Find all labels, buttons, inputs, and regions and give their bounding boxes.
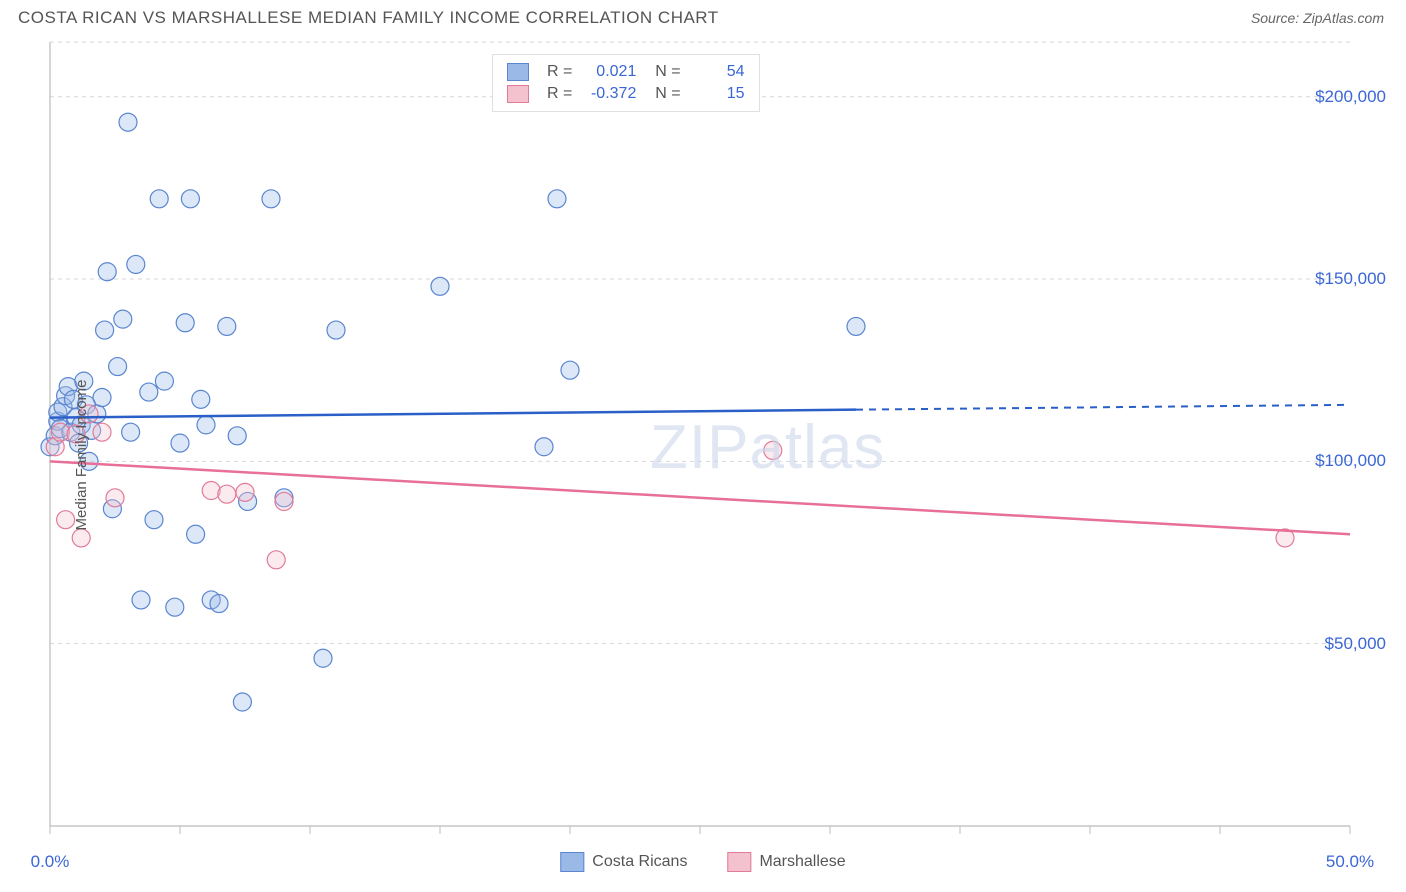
costa_ricans-point <box>140 383 158 401</box>
legend-swatch <box>507 85 529 103</box>
costa_ricans-point <box>132 591 150 609</box>
legend-swatch <box>727 852 751 872</box>
costa_ricans-point <box>327 321 345 339</box>
costa_ricans-point <box>109 358 127 376</box>
costa_ricans-point <box>548 190 566 208</box>
costa_ricans-point <box>145 511 163 529</box>
legend-label: Marshallese <box>759 853 845 870</box>
costa_ricans-point <box>233 693 251 711</box>
y-tick-label: $50,000 <box>1325 634 1386 654</box>
costa_ricans-point <box>166 598 184 616</box>
r-label: R = <box>547 61 572 83</box>
costa_ricans-point <box>561 361 579 379</box>
marshallese-point <box>267 551 285 569</box>
stat-legend-row: R = 0.021 N = 54 <box>507 61 745 83</box>
series-legend: Costa Ricans Marshallese <box>560 852 845 872</box>
n-value: 54 <box>691 61 745 83</box>
costa_ricans-point <box>122 423 140 441</box>
y-axis-label: Median Family Income <box>73 380 90 531</box>
costa_ricans-point <box>181 190 199 208</box>
page-title: COSTA RICAN VS MARSHALLESE MEDIAN FAMILY… <box>18 8 719 28</box>
r-value: 0.021 <box>582 61 636 83</box>
legend-item-costa_ricans: Costa Ricans <box>560 852 687 872</box>
costa_ricans-point <box>150 190 168 208</box>
regression-line-dashed <box>856 405 1350 410</box>
marshallese-point <box>57 511 75 529</box>
r-label: R = <box>547 83 572 105</box>
costa_ricans-point <box>114 310 132 328</box>
costa_ricans-point <box>210 595 228 613</box>
costa_ricans-point <box>127 255 145 273</box>
legend-swatch <box>507 63 529 81</box>
costa_ricans-point <box>192 390 210 408</box>
y-tick-label: $100,000 <box>1315 451 1386 471</box>
y-tick-label: $150,000 <box>1315 269 1386 289</box>
costa_ricans-point <box>119 113 137 131</box>
costa_ricans-point <box>218 317 236 335</box>
stat-legend-row: R = -0.372 N = 15 <box>507 83 745 105</box>
costa_ricans-point <box>187 525 205 543</box>
n-value: 15 <box>691 83 745 105</box>
source-attribution: Source: ZipAtlas.com <box>1251 10 1384 26</box>
n-label: N = <box>646 61 680 83</box>
legend-label: Costa Ricans <box>592 853 687 870</box>
r-value: -0.372 <box>582 83 636 105</box>
costa_ricans-point <box>171 434 189 452</box>
costa_ricans-point <box>96 321 114 339</box>
legend-item-marshallese: Marshallese <box>727 852 845 872</box>
scatter-plot-svg <box>0 32 1406 878</box>
marshallese-point <box>106 489 124 507</box>
legend-swatch <box>560 852 584 872</box>
costa_ricans-point <box>93 389 111 407</box>
regression-line <box>50 410 856 418</box>
costa_ricans-point <box>314 649 332 667</box>
costa_ricans-point <box>847 317 865 335</box>
correlation-legend: R = 0.021 N = 54 R = -0.372 N = 15 <box>492 54 760 112</box>
marshallese-point <box>218 485 236 503</box>
x-tick-label: 50.0% <box>1326 852 1374 872</box>
marshallese-point <box>764 441 782 459</box>
costa_ricans-point <box>98 263 116 281</box>
marshallese-point <box>275 492 293 510</box>
chart-area: Median Family Income ZIPatlas R =0.021 N… <box>0 32 1406 878</box>
y-tick-label: $200,000 <box>1315 87 1386 107</box>
costa_ricans-point <box>155 372 173 390</box>
marshallese-point <box>202 482 220 500</box>
marshallese-point <box>72 529 90 547</box>
costa_ricans-point <box>431 277 449 295</box>
n-label: N = <box>646 83 680 105</box>
costa_ricans-point <box>262 190 280 208</box>
costa_ricans-point <box>176 314 194 332</box>
x-tick-label: 0.0% <box>31 852 70 872</box>
costa_ricans-point <box>535 438 553 456</box>
costa_ricans-point <box>228 427 246 445</box>
marshallese-point <box>236 483 254 501</box>
marshallese-point <box>93 423 111 441</box>
costa_ricans-point <box>197 416 215 434</box>
